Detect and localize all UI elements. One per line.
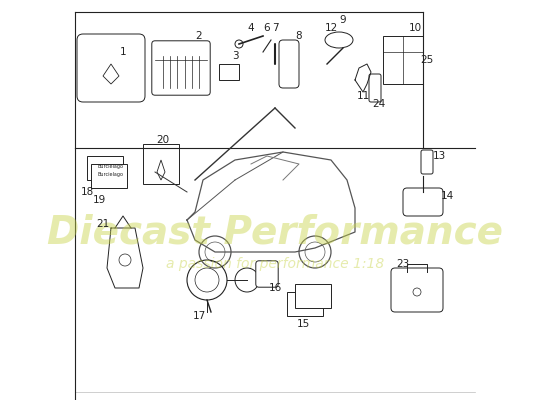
Bar	[287, 292, 323, 316]
Bar	[219, 64, 239, 80]
Text: 12: 12	[324, 23, 338, 33]
FancyBboxPatch shape	[421, 150, 433, 174]
FancyBboxPatch shape	[77, 34, 145, 102]
Text: 14: 14	[441, 191, 454, 201]
Text: Burcielago: Burcielago	[97, 172, 123, 177]
FancyBboxPatch shape	[152, 41, 210, 95]
Text: 24: 24	[372, 99, 386, 109]
Text: Burcielago: Burcielago	[97, 164, 123, 169]
FancyBboxPatch shape	[369, 74, 381, 102]
Bar	[87, 156, 123, 180]
FancyBboxPatch shape	[403, 188, 443, 216]
Text: 1: 1	[120, 47, 127, 57]
Text: a passion for performance 1:18: a passion for performance 1:18	[166, 257, 384, 271]
Text: 16: 16	[268, 283, 282, 293]
Text: 18: 18	[80, 187, 94, 197]
Bar	[91, 164, 127, 188]
Text: 19: 19	[92, 195, 106, 205]
Text: 17: 17	[192, 311, 206, 321]
FancyBboxPatch shape	[279, 40, 299, 88]
Text: 2: 2	[196, 31, 202, 41]
Text: 25: 25	[420, 55, 433, 65]
Text: 7: 7	[272, 23, 278, 33]
FancyBboxPatch shape	[256, 261, 278, 287]
Text: 23: 23	[397, 259, 410, 269]
Text: 20: 20	[156, 135, 169, 145]
Text: 9: 9	[340, 15, 346, 25]
Text: 11: 11	[356, 91, 370, 101]
Text: 6: 6	[263, 23, 270, 33]
Text: 8: 8	[296, 31, 303, 41]
Text: 10: 10	[409, 23, 421, 33]
Bar	[383, 36, 423, 84]
Bar	[295, 284, 331, 308]
FancyBboxPatch shape	[391, 268, 443, 312]
Text: 4: 4	[248, 23, 254, 33]
Text: 15: 15	[296, 319, 310, 329]
Text: 21: 21	[96, 219, 109, 229]
Text: 13: 13	[432, 151, 446, 161]
Text: Diecast Performance: Diecast Performance	[47, 213, 503, 251]
Text: 3: 3	[232, 51, 238, 61]
Bar	[143, 144, 179, 184]
